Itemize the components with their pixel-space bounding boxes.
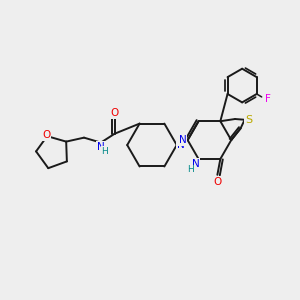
Text: F: F: [265, 94, 271, 104]
Text: N: N: [179, 135, 187, 145]
Text: N: N: [192, 159, 200, 169]
Text: O: O: [42, 130, 50, 140]
Text: O: O: [111, 108, 119, 118]
Text: S: S: [245, 115, 252, 125]
Text: H: H: [187, 165, 194, 174]
Text: O: O: [213, 177, 221, 187]
Text: N: N: [177, 140, 184, 150]
Text: N: N: [97, 142, 105, 152]
Text: H: H: [101, 147, 108, 156]
